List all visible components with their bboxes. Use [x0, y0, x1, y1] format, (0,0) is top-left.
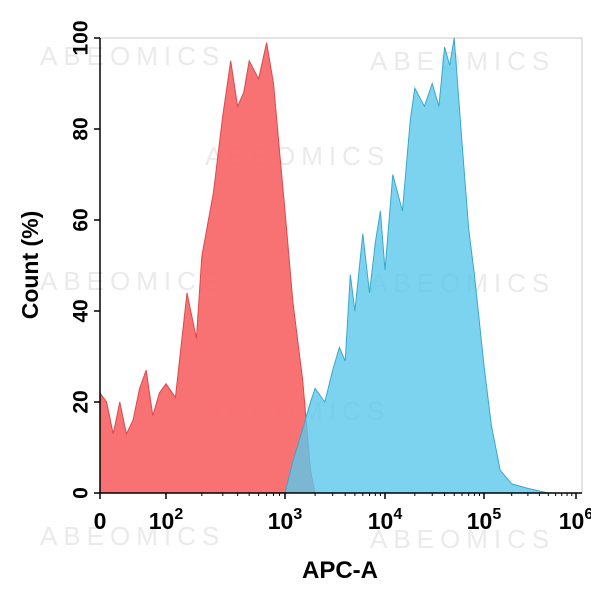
x-tick-label: 104 [368, 506, 403, 534]
y-tick-label: 80 [70, 117, 93, 140]
y-axis-ticks: 0 20 40 60 80 100 [70, 20, 100, 499]
watermark-text: ABEOMICS [370, 46, 555, 76]
y-tick-label: 60 [70, 208, 93, 231]
watermark-text: ABEOMICS [370, 524, 555, 554]
y-tick-label: 100 [70, 20, 93, 55]
series-layer [99, 37, 549, 494]
x-tick-label: 105 [467, 506, 502, 534]
watermark-text: ABEOMICS [40, 41, 225, 71]
x-tick-label: 103 [268, 506, 303, 534]
x-tick-label: 102 [149, 506, 184, 534]
x-tick-label: 106 [559, 506, 591, 534]
series-area-2 [284, 37, 549, 494]
x-axis-ticks: 0 102 103 104 105 106 [94, 493, 591, 534]
watermark-text: ABEOMICS [40, 266, 225, 296]
y-tick-label: 40 [70, 299, 93, 322]
x-tick-label: 0 [94, 508, 107, 534]
y-tick-label: 0 [70, 487, 93, 499]
watermark-text: ABEOMICS [40, 521, 225, 551]
x-axis-label: APC-A [302, 557, 378, 584]
y-axis-label: Count (%) [17, 211, 43, 320]
series-area-1 [99, 42, 316, 494]
y-tick-label: 20 [70, 390, 93, 413]
